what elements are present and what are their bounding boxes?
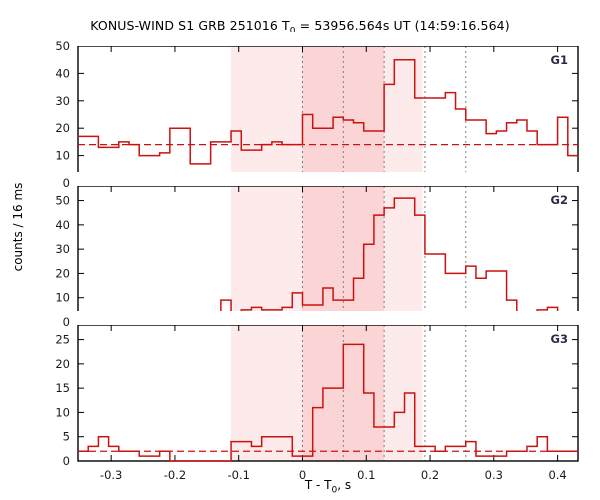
x-axis-label: T - T0, s bbox=[78, 478, 578, 495]
panel-g1: 0 10 20 30 40 50 G1 bbox=[55, 32, 580, 190]
y-tick-label: 5 bbox=[63, 430, 70, 444]
y-tick-label: 0 bbox=[63, 315, 70, 329]
y-tick-label: 10 bbox=[55, 291, 70, 305]
y-tick-label: 50 bbox=[55, 39, 70, 53]
x-tick-label: -0.3 bbox=[100, 468, 122, 482]
overflow-mask bbox=[76, 311, 580, 325]
x-tick-label: 0.1 bbox=[357, 468, 375, 482]
page-title: KONUS-WIND S1 GRB 251016 T0 = 53956.564s… bbox=[0, 18, 600, 37]
y-tick-label: 30 bbox=[55, 94, 70, 108]
x-axis-label-subscript: 0 bbox=[331, 485, 338, 496]
panel-tag-g3: G3 bbox=[551, 332, 568, 346]
y-tick-label: 50 bbox=[55, 194, 70, 208]
y-tick-label: 20 bbox=[55, 121, 70, 135]
x-tick-label: 0.2 bbox=[421, 468, 439, 482]
x-tick-label: -0.2 bbox=[164, 468, 186, 482]
overflow-mask bbox=[76, 32, 580, 46]
title-subscript: 0 bbox=[289, 26, 296, 37]
panel-g2: 0 10 20 30 40 50 G2 bbox=[55, 172, 580, 329]
y-tick-label: 10 bbox=[55, 149, 70, 163]
title-suffix: = 53956.564s UT (14:59:16.564) bbox=[295, 18, 510, 33]
overflow-mask bbox=[76, 172, 580, 186]
y-tick-label: 40 bbox=[55, 218, 70, 232]
y-tick-label: 15 bbox=[55, 381, 70, 395]
y-tick-label: 0 bbox=[63, 176, 70, 190]
burst-interval-band-dark bbox=[302, 186, 385, 322]
y-tick-label: 0 bbox=[63, 454, 70, 468]
x-tick-label: 0.4 bbox=[548, 468, 566, 482]
y-tick-label: 20 bbox=[55, 266, 70, 280]
y-tick-label: 30 bbox=[55, 242, 70, 256]
light-curve-g3 bbox=[78, 343, 578, 462]
y-tick-label: 25 bbox=[55, 333, 70, 347]
x-tick-label: 0 bbox=[299, 468, 306, 482]
y-tick-label: 20 bbox=[55, 357, 70, 371]
y-tick-label: 40 bbox=[55, 66, 70, 80]
title-prefix: KONUS-WIND S1 GRB 251016 T bbox=[90, 18, 290, 33]
panel-g3: 0 5 10 15 20 25 G3 bbox=[55, 311, 580, 468]
panel-tag-g1: G1 bbox=[551, 53, 568, 67]
x-tick-label: 0.3 bbox=[485, 468, 503, 482]
x-axis-label-suffix: , s bbox=[337, 478, 352, 492]
burst-interval-band-dark bbox=[302, 46, 385, 183]
light-curve-g1 bbox=[78, 58, 578, 165]
y-tick-label: 10 bbox=[55, 405, 70, 419]
x-axis-label-prefix: T - T bbox=[304, 478, 332, 492]
panel-tag-g2: G2 bbox=[551, 193, 568, 207]
x-tick-label: -0.1 bbox=[227, 468, 249, 482]
